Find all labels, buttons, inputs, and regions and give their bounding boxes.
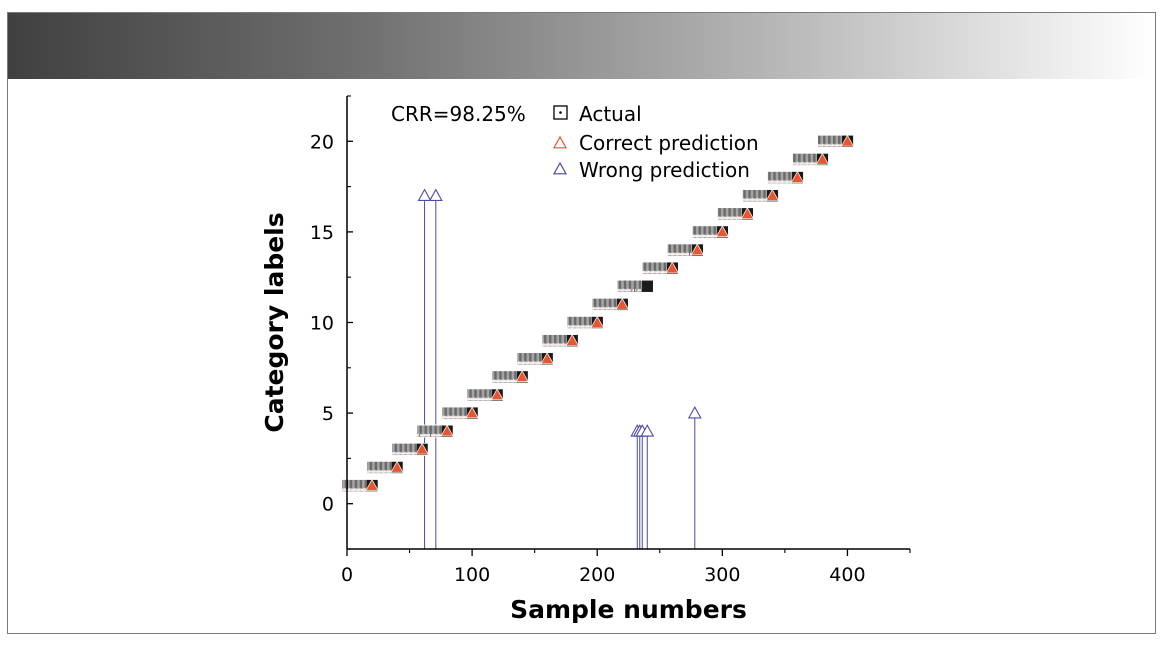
y-ticks: 0 5 10 15 20 bbox=[310, 95, 353, 550]
correct-prediction-point bbox=[815, 152, 830, 165]
plot-series bbox=[341, 134, 855, 549]
y-tick-label: 20 bbox=[310, 131, 334, 153]
legend-item-correct: Correct prediction bbox=[552, 131, 759, 155]
correct-prediction-point bbox=[490, 388, 504, 401]
legend-item-actual: Actual bbox=[553, 102, 642, 126]
correct-prediction-point bbox=[740, 207, 754, 219]
correct-marker-icon bbox=[552, 135, 568, 149]
header-banner bbox=[8, 13, 1155, 79]
correct-prediction-point bbox=[840, 134, 855, 147]
y-tick-label: 15 bbox=[310, 222, 334, 244]
actual-point bbox=[640, 279, 654, 293]
legend-label-correct: Correct prediction bbox=[579, 131, 759, 155]
wrong-marker-icon bbox=[552, 161, 568, 175]
wrong-prediction-point bbox=[428, 188, 443, 202]
x-tick-label: 400 bbox=[829, 564, 865, 586]
x-tick-label: 100 bbox=[454, 564, 490, 586]
correct-prediction-point bbox=[590, 315, 604, 328]
y-tick-label: 0 bbox=[322, 494, 334, 516]
correct-prediction-point bbox=[540, 352, 554, 364]
scatter-chart: 0 100 200 300 400 0 5 10 15 20 Sample numbers Ca… bbox=[260, 95, 911, 624]
correct-prediction-point bbox=[465, 406, 479, 419]
x-tick-label: 0 bbox=[341, 564, 353, 586]
correct-prediction-point bbox=[665, 261, 679, 274]
legend-item-wrong: Wrong prediction bbox=[552, 158, 750, 182]
x-tick-label: 200 bbox=[579, 564, 615, 586]
crr-annotation: CRR=98.25% bbox=[391, 102, 526, 126]
x-axis-title: Sample numbers bbox=[510, 595, 747, 624]
correct-prediction-point bbox=[515, 370, 529, 383]
x-tick-label: 300 bbox=[704, 564, 740, 586]
actual-marker-dot-icon bbox=[559, 111, 562, 114]
correct-prediction-point bbox=[365, 478, 379, 491]
correct-prediction-point bbox=[565, 333, 579, 346]
correct-prediction-point bbox=[790, 170, 804, 183]
correct-prediction-point bbox=[440, 424, 454, 437]
correct-prediction-point bbox=[765, 188, 779, 201]
correct-prediction-point bbox=[415, 442, 429, 455]
figure-frame: 0 100 200 300 400 0 5 10 15 20 Sample numbers Ca… bbox=[7, 12, 1156, 634]
y-tick-label: 10 bbox=[310, 313, 334, 335]
x-ticks: 0 100 200 300 400 bbox=[341, 549, 911, 586]
wrong-prediction-point bbox=[687, 405, 702, 419]
correct-prediction-point bbox=[390, 460, 404, 473]
actual-marker-icon bbox=[553, 105, 568, 120]
y-axis-title: Category labels bbox=[260, 212, 289, 432]
wrong-prediction-point bbox=[417, 188, 432, 202]
correct-prediction-point bbox=[690, 243, 704, 256]
wrong-prediction-point bbox=[640, 424, 655, 437]
legend: Actual Correct prediction Wrong predicti… bbox=[552, 102, 759, 182]
correct-prediction-point bbox=[615, 297, 629, 310]
correct-prediction-point bbox=[715, 225, 729, 238]
y-tick-label: 5 bbox=[322, 403, 334, 425]
legend-label-actual: Actual bbox=[579, 102, 642, 126]
legend-label-wrong: Wrong prediction bbox=[579, 158, 750, 182]
